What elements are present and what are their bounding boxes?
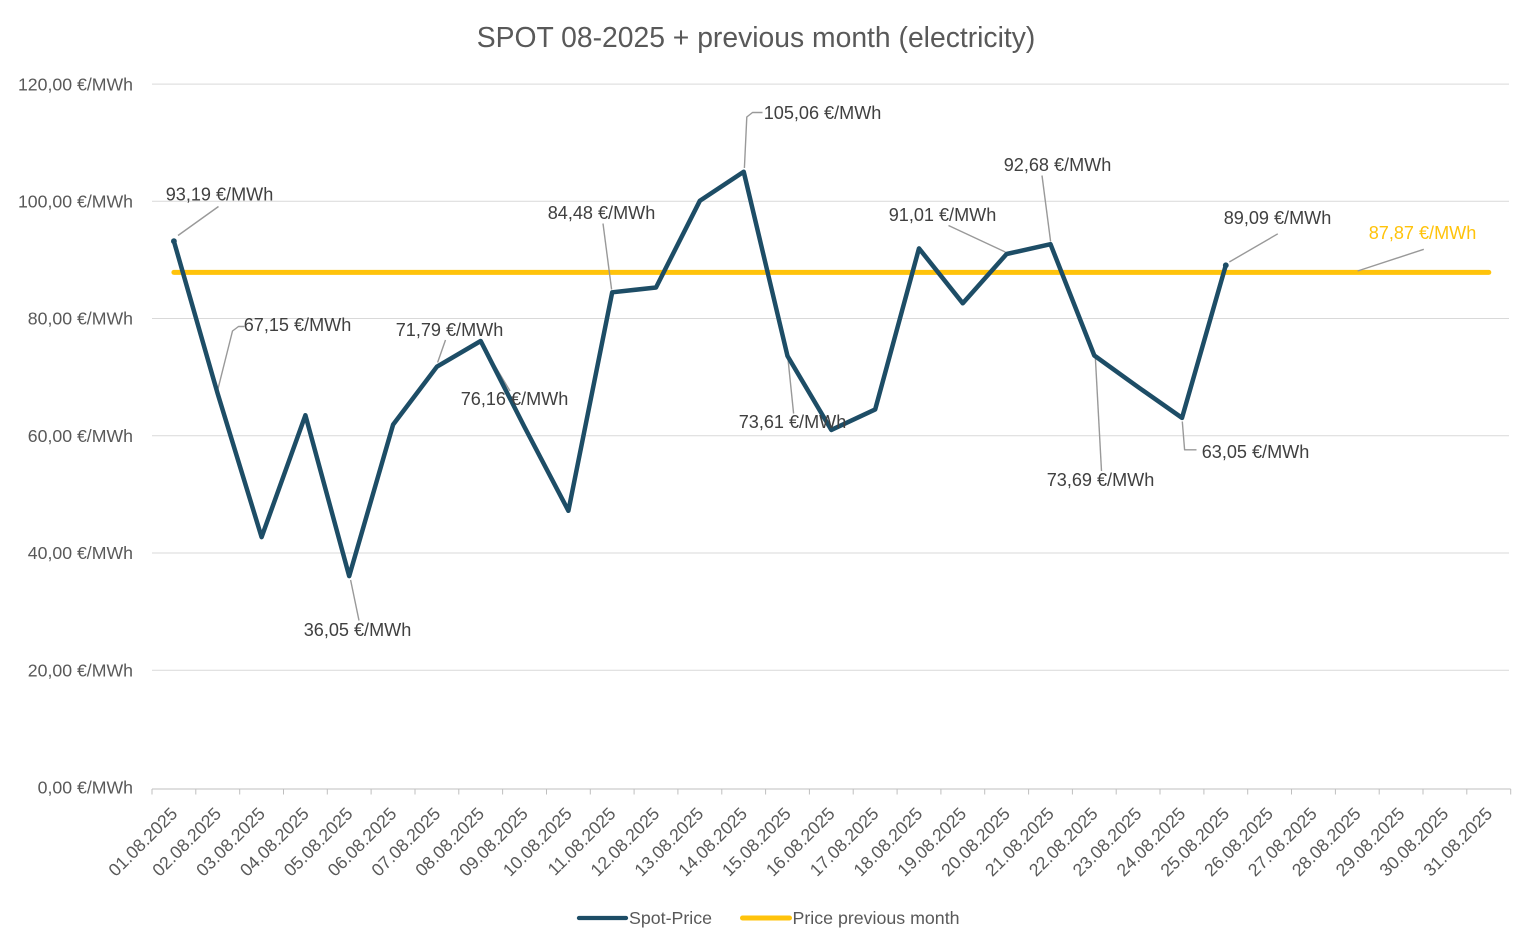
svg-text:20,00 €/MWh: 20,00 €/MWh bbox=[28, 660, 133, 680]
svg-text:76,16 €/MWh: 76,16 €/MWh bbox=[461, 389, 569, 409]
svg-text:93,19 €/MWh: 93,19 €/MWh bbox=[166, 185, 274, 205]
svg-text:63,05 €/MWh: 63,05 €/MWh bbox=[1202, 442, 1310, 462]
svg-text:60,00 €/MWh: 60,00 €/MWh bbox=[28, 426, 133, 446]
svg-text:67,15 €/MWh: 67,15 €/MWh bbox=[244, 315, 352, 335]
svg-text:105,06 €/MWh: 105,06 €/MWh bbox=[764, 103, 882, 123]
svg-text:73,69 €/MWh: 73,69 €/MWh bbox=[1047, 470, 1155, 490]
svg-text:Spot-Price: Spot-Price bbox=[629, 908, 712, 928]
svg-text:91,01 €/MWh: 91,01 €/MWh bbox=[889, 205, 997, 225]
svg-text:80,00 €/MWh: 80,00 €/MWh bbox=[28, 309, 133, 329]
svg-text:100,00 €/MWh: 100,00 €/MWh bbox=[18, 192, 133, 212]
svg-text:SPOT 08-2025 + previous month: SPOT 08-2025 + previous month (electrici… bbox=[477, 21, 1036, 53]
svg-text:73,61 €/MWh: 73,61 €/MWh bbox=[739, 412, 847, 432]
svg-text:87,87 €/MWh: 87,87 €/MWh bbox=[1369, 223, 1477, 243]
svg-text:92,68 €/MWh: 92,68 €/MWh bbox=[1004, 155, 1112, 175]
svg-text:40,00 €/MWh: 40,00 €/MWh bbox=[28, 543, 133, 563]
svg-text:120,00 €/MWh: 120,00 €/MWh bbox=[18, 74, 133, 94]
svg-text:36,05 €/MWh: 36,05 €/MWh bbox=[304, 620, 412, 640]
svg-text:89,09 €/MWh: 89,09 €/MWh bbox=[1224, 208, 1332, 228]
svg-text:71,79 €/MWh: 71,79 €/MWh bbox=[396, 320, 504, 340]
svg-text:0,00 €/MWh: 0,00 €/MWh bbox=[38, 778, 133, 798]
svg-text:Price previous month: Price previous month bbox=[793, 908, 960, 928]
svg-text:84,48 €/MWh: 84,48 €/MWh bbox=[548, 203, 656, 223]
